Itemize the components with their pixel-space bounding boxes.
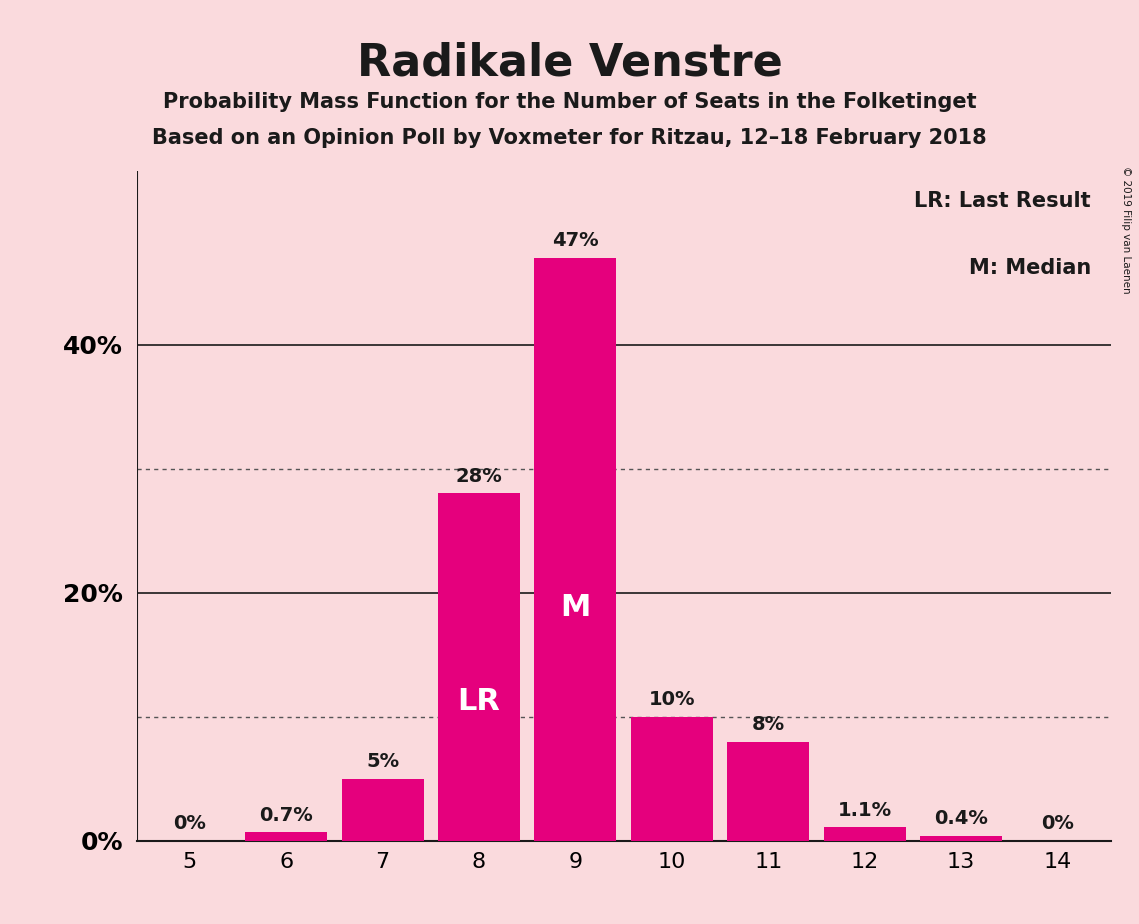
Text: 0%: 0% [173,814,206,833]
Text: 28%: 28% [456,467,502,486]
Text: 8%: 8% [752,715,785,735]
Text: 0.7%: 0.7% [260,806,313,825]
Text: M: M [560,593,591,622]
Text: 10%: 10% [648,690,695,710]
Bar [439,493,519,841]
Text: M: Median: M: Median [969,258,1091,278]
Bar [342,779,424,841]
Text: Probability Mass Function for the Number of Seats in the Folketinget: Probability Mass Function for the Number… [163,92,976,113]
Text: Radikale Venstre: Radikale Venstre [357,42,782,85]
Text: 0.4%: 0.4% [934,809,988,829]
Bar [920,836,1002,841]
Text: LR: LR [458,687,500,716]
Text: 5%: 5% [366,752,399,772]
Text: 47%: 47% [552,231,599,250]
Bar [728,742,809,841]
Text: © 2019 Filip van Laenen: © 2019 Filip van Laenen [1121,166,1131,294]
Text: 1.1%: 1.1% [837,801,892,820]
Text: LR: Last Result: LR: Last Result [915,191,1091,211]
Text: 0%: 0% [1041,814,1074,833]
Bar [631,717,713,841]
Bar [534,258,616,841]
Bar [823,827,906,841]
Text: Based on an Opinion Poll by Voxmeter for Ritzau, 12–18 February 2018: Based on an Opinion Poll by Voxmeter for… [153,128,986,148]
Bar [245,833,327,841]
